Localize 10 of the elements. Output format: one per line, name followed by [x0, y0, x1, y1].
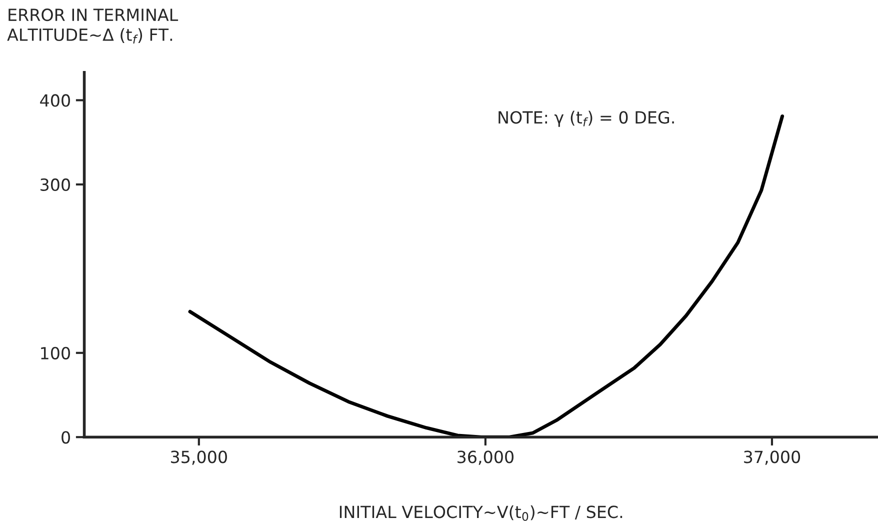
y-tick-label: 0	[62, 431, 70, 444]
x-axis-title: INITIAL VELOCITY~V(t$_{0}$)~FT / SEC.	[340, 505, 622, 521]
x-tick-label: 36,000	[458, 450, 514, 465]
y-axis-title: ERROR IN TERMINAL ALTITUDE~Δ (t$_{f}$) FT.	[7, 8, 178, 44]
x-tick-label: 35,000	[171, 450, 227, 465]
y-tick-label: 300	[40, 178, 70, 192]
annotation: NOTE: γ (t$_{f}$) = 0 DEG.	[498, 110, 674, 127]
x-tick-label: 37,000	[744, 450, 800, 465]
y-tick-label: 400	[40, 94, 70, 107]
y-tick-label: 100	[41, 346, 70, 360]
